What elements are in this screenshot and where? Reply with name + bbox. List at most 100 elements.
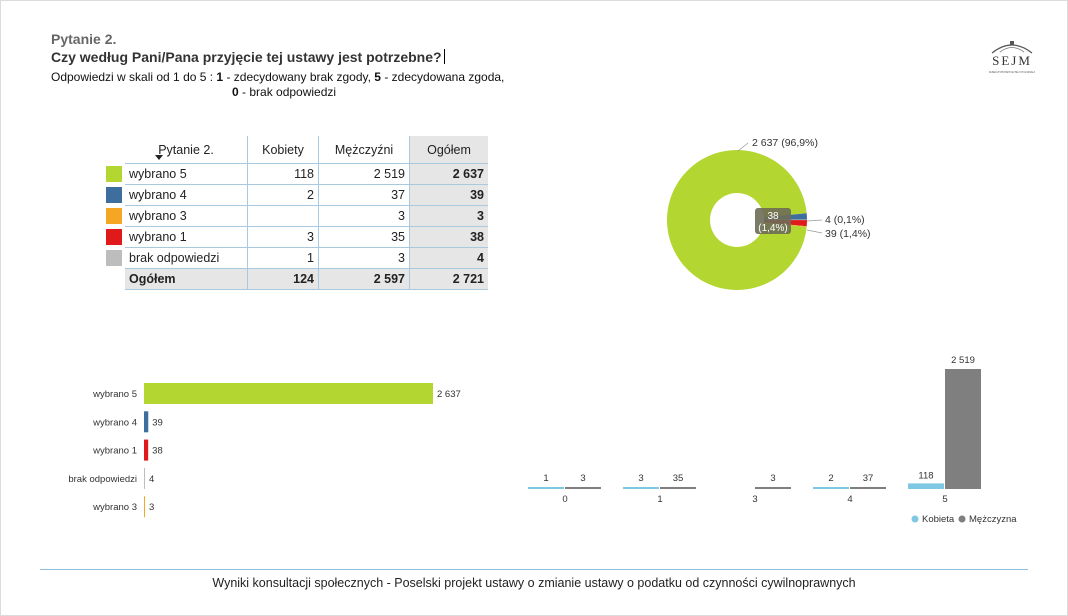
header-question[interactable]: Pytanie 2. <box>125 136 248 164</box>
row-swatch-cell <box>103 227 125 248</box>
pie-slice <box>666 149 807 290</box>
scale-5-text: - zdecydowana zgoda, <box>380 70 505 84</box>
pie-callout-box <box>755 208 791 234</box>
vbar-bar <box>660 487 696 489</box>
sejm-logo: SEJM RZECZYPOSPOLITEJ POLSKIEJ <box>986 40 1038 78</box>
vbar-bar <box>528 487 564 489</box>
logo-text: SEJM <box>992 53 1032 68</box>
total-swatch-cell <box>103 268 125 290</box>
vbar-data-label: 1 <box>543 473 548 484</box>
legend-swatch <box>106 208 122 224</box>
pie-leader-line <box>806 219 823 222</box>
row-label: wybrano 5 <box>125 163 248 185</box>
vbar-bar <box>850 487 886 489</box>
hbar-data-label: 38 <box>152 446 163 457</box>
footer-text: Wyniki konsultacji społecznych - Poselsk… <box>212 576 856 590</box>
table-row: wybrano 4 2 37 39 <box>103 184 488 206</box>
row-kobiety <box>247 205 319 227</box>
header-mezczyzni: Mężczyźni <box>318 136 410 164</box>
row-ogolem: 39 <box>409 184 488 206</box>
table-row: wybrano 1 3 35 38 <box>103 226 488 248</box>
legend-marker <box>958 515 966 523</box>
row-swatch-cell <box>103 185 125 206</box>
vbar-data-label: 2 <box>828 473 833 484</box>
row-kobiety: 118 <box>247 163 319 185</box>
total-label: Ogółem <box>125 268 248 290</box>
hbar-bar <box>144 496 145 518</box>
vbar-category-label: 1 <box>657 494 662 505</box>
hbar-bar <box>144 439 149 461</box>
question-text: Czy według Pani/Pana przyjęcie tej ustaw… <box>51 49 442 65</box>
row-mezczyzni: 3 <box>318 205 410 227</box>
vbar-data-label: 3 <box>580 473 585 484</box>
hbar-data-label: 39 <box>152 417 163 428</box>
scale-description: Odpowiedzi w skali od 1 do 5 : 1 - zdecy… <box>51 70 504 84</box>
summary-table: Pytanie 2. Kobiety Mężczyźni Ogółem wybr… <box>103 136 488 290</box>
vbar-bar <box>565 487 601 489</box>
row-label: brak odpowiedzi <box>125 247 248 269</box>
vbar-data-label: 37 <box>863 473 874 484</box>
row-kobiety: 1 <box>247 247 319 269</box>
vbar-bar <box>945 369 981 489</box>
row-label: wybrano 4 <box>125 184 248 206</box>
hbar-category-label: wybrano 1 <box>92 446 137 457</box>
vbar-bar <box>813 487 849 489</box>
table-total-row: Ogółem 124 2 597 2 721 <box>103 268 488 290</box>
header-question-label: Pytanie 2. <box>158 142 214 157</box>
vbar-data-label: 3 <box>638 473 643 484</box>
hbar-data-label: 3 <box>149 502 154 513</box>
hbar-data-label: 2 637 <box>437 389 461 400</box>
pie-data-label: 2 637 (96,9%) <box>752 137 818 149</box>
hbar-category-label: brak odpowiedzi <box>68 474 137 485</box>
sort-down-icon[interactable] <box>155 155 163 160</box>
vbar-data-label: 35 <box>673 473 684 484</box>
logo-subtitle: RZECZYPOSPOLITEJ POLSKIEJ <box>989 70 1035 74</box>
total-kobiety: 124 <box>247 268 319 290</box>
row-mezczyzni: 3 <box>318 247 410 269</box>
vbar-data-label: 118 <box>918 470 933 481</box>
row-ogolem: 4 <box>409 247 488 269</box>
legend-swatch <box>106 250 122 266</box>
row-swatch-cell <box>103 206 125 227</box>
hbar-data-label: 4 <box>149 474 154 485</box>
pie-data-label: 39 (1,4%) <box>825 228 871 240</box>
hbar-category-label: wybrano 5 <box>92 389 137 400</box>
total-mezczyzni: 2 597 <box>318 268 410 290</box>
vbar-bar <box>755 487 791 489</box>
row-ogolem: 3 <box>409 205 488 227</box>
hbar-bar <box>144 467 145 489</box>
pie-callout-percent: (1,4%) <box>758 223 787 234</box>
row-ogolem: 38 <box>409 226 488 248</box>
hbar-category-label: wybrano 4 <box>92 417 137 428</box>
row-kobiety: 3 <box>247 226 319 248</box>
scale-intro: Odpowiedzi w skali od 1 do 5 : <box>51 70 217 84</box>
row-mezczyzni: 35 <box>318 226 410 248</box>
pie-leader-line <box>806 229 823 234</box>
vbar-category-label: 4 <box>847 494 852 505</box>
legend-label: Kobieta <box>922 514 955 525</box>
hbar-category-label: wybrano 3 <box>92 502 137 513</box>
row-mezczyzni: 2 519 <box>318 163 410 185</box>
vbar-data-label: 2 519 <box>951 355 975 366</box>
scale-description-line2: 0 - brak odpowiedzi <box>232 85 336 99</box>
legend-swatch <box>106 166 122 182</box>
row-ogolem: 2 637 <box>409 163 488 185</box>
question-title: Czy według Pani/Pana przyjęcie tej ustaw… <box>51 49 445 65</box>
question-number: Pytanie 2. <box>51 31 117 47</box>
vbar-category-label: 5 <box>942 494 947 505</box>
footer-divider <box>40 569 1028 570</box>
vbar-bar <box>623 487 659 489</box>
legend-swatch <box>106 187 122 203</box>
scale-5-key: 5 <box>374 70 381 84</box>
pie-leader-line <box>737 142 749 152</box>
row-swatch-cell <box>103 164 125 185</box>
table-header-row: Pytanie 2. Kobiety Mężczyźni Ogółem <box>103 136 488 164</box>
table-row: brak odpowiedzi 1 3 4 <box>103 247 488 269</box>
legend-marker <box>911 515 919 523</box>
row-label: wybrano 3 <box>125 205 248 227</box>
vbar-category-label: 3 <box>752 494 757 505</box>
scale-1-key: 1 <box>216 70 224 84</box>
scale-1-text: - zdecydowany brak zgody, <box>223 70 375 84</box>
